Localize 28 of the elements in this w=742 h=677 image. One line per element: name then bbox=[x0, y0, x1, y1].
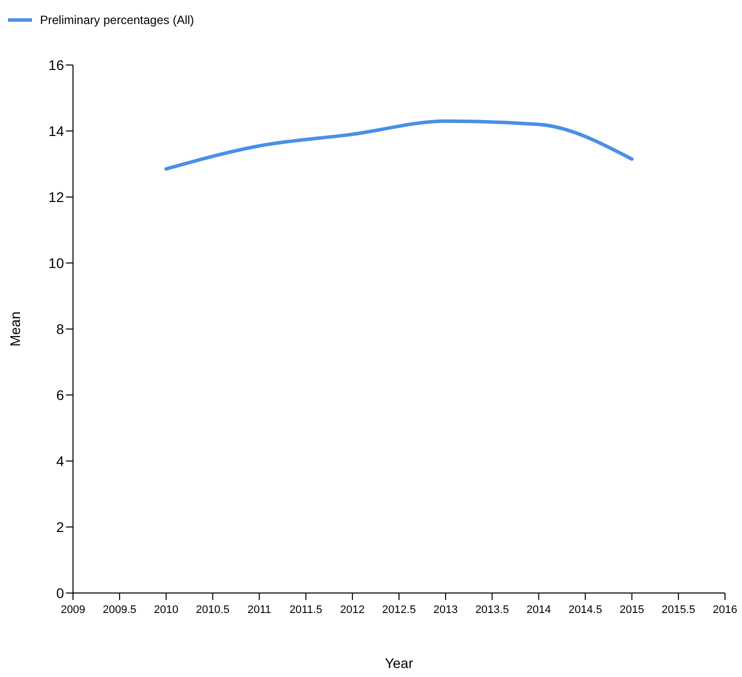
x-axis-title: Year bbox=[384, 655, 414, 671]
y-tick-label: 14 bbox=[48, 122, 64, 139]
x-tick-label: 2010.5 bbox=[196, 604, 230, 616]
y-tick-label: 0 bbox=[56, 584, 64, 601]
x-tick-label: 2011.5 bbox=[289, 604, 322, 616]
x-tick-label: 2013 bbox=[433, 604, 458, 616]
x-tick-label: 2015.5 bbox=[662, 604, 696, 616]
x-tick-label: 2012 bbox=[340, 604, 365, 616]
y-tick-label: 4 bbox=[56, 452, 64, 469]
y-tick-label: 10 bbox=[48, 254, 64, 271]
x-tick-label: 2013.5 bbox=[475, 604, 509, 616]
x-tick-label: 2014 bbox=[526, 604, 551, 616]
y-tick-label: 8 bbox=[56, 320, 64, 337]
x-tick-label: 2015 bbox=[620, 604, 644, 616]
y-tick-label: 6 bbox=[56, 386, 64, 403]
y-tick-label: 2 bbox=[56, 518, 64, 535]
x-tick-label: 2009 bbox=[60, 604, 86, 616]
x-tick-label: 2014.5 bbox=[568, 604, 602, 616]
x-tick-label: 2010 bbox=[154, 604, 178, 616]
x-tick-label: 2012.5 bbox=[382, 604, 416, 616]
x-tick-label: 2011 bbox=[247, 604, 272, 616]
y-tick-label: 12 bbox=[48, 188, 64, 205]
y-tick-label: 16 bbox=[48, 56, 64, 73]
x-tick-label: 2009.5 bbox=[102, 604, 136, 616]
legend-label: Preliminary percentages (All) bbox=[40, 13, 194, 28]
line-series bbox=[164, 119, 634, 171]
x-tick-label: 2016 bbox=[712, 604, 738, 616]
y-axis-title: Mean bbox=[7, 311, 23, 347]
